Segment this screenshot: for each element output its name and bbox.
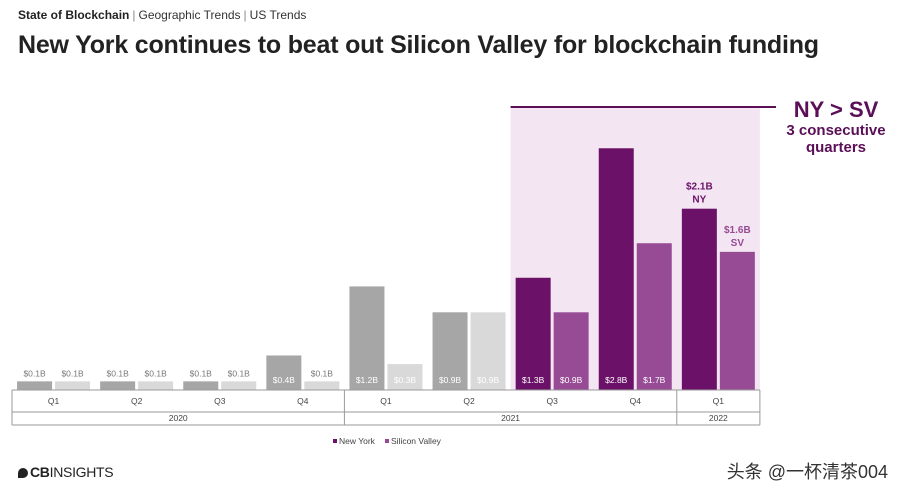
legend-label-new-york: New York [339, 436, 376, 446]
logo-icon [18, 468, 28, 478]
data-label-new-york: $2.8B [605, 375, 628, 385]
x-tick-label: Q1 [713, 396, 725, 406]
data-label-silicon-valley: $0.1B [145, 368, 168, 378]
highlight-band [510, 107, 760, 390]
data-label-new-york: $0.9B [439, 375, 462, 385]
data-label-new-york: $0.4B [273, 375, 296, 385]
bar-new-york [266, 355, 302, 390]
bar-silicon-valley [636, 243, 672, 390]
data-label-silicon-valley: $1.6B [724, 225, 751, 236]
data-label-new-york: $0.1B [190, 368, 213, 378]
bar-new-york [349, 286, 385, 390]
logo-text-insights: INSIGHTS [49, 464, 114, 480]
breadcrumb-item: US Trends [249, 8, 307, 22]
breadcrumb-separator: | [132, 8, 136, 22]
x-tick-label: Q3 [546, 396, 558, 406]
data-label-silicon-valley: $0.1B [228, 368, 251, 378]
cbinsights-logo: CBINSIGHTS [18, 464, 114, 480]
data-label-new-york: $1.3B [522, 375, 545, 385]
data-label-new-york: $1.2B [356, 375, 379, 385]
x-tick-label: Q1 [48, 396, 60, 406]
bar-new-york [598, 148, 634, 390]
data-label-silicon-valley: $1.7B [643, 375, 666, 385]
bar-silicon-valley [387, 364, 423, 390]
breadcrumb: State of Blockchain | Geographic Trends | US… [18, 8, 306, 22]
legend-swatch-silicon-valley [385, 439, 389, 443]
x-tick-label: Q1 [380, 396, 392, 406]
x-tick-label: Q2 [463, 396, 475, 406]
breadcrumb-item: Geographic Trends [138, 8, 241, 22]
year-label: 2021 [501, 413, 520, 423]
bar-new-york [681, 208, 717, 390]
data-label-new-york: $0.1B [107, 368, 130, 378]
data-label-new-york: $0.1B [23, 368, 46, 378]
page-title: New York continues to beat out Silicon V… [18, 31, 819, 59]
bar-new-york [432, 312, 468, 390]
legend-swatch-new-york [333, 439, 337, 443]
bar-silicon-valley [719, 251, 755, 390]
callout-line1: 3 consecutive [786, 122, 885, 139]
data-label-silicon-valley: $0.3B [394, 375, 417, 385]
data-label-silicon-valley: $0.1B [311, 368, 334, 378]
bar-silicon-valley [304, 381, 340, 390]
callout-headline: NY > SV [794, 97, 879, 122]
bar-new-york [183, 381, 219, 390]
data-label-silicon-valley: $0.9B [477, 375, 500, 385]
breadcrumb-section: State of Blockchain [18, 8, 130, 22]
year-label: 2020 [169, 413, 188, 423]
bar-silicon-valley [138, 381, 174, 390]
year-label: 2022 [709, 413, 728, 423]
data-label-new-york: $2.1B [686, 182, 713, 193]
data-label-silicon-valley: $0.9B [560, 375, 583, 385]
watermark: 头条 @一杯清茶004 [726, 462, 888, 482]
bar-new-york [100, 381, 136, 390]
bar-silicon-valley [55, 381, 91, 390]
bar-silicon-valley [470, 312, 506, 390]
x-tick-label: Q2 [131, 396, 143, 406]
data-label-new-york-tag: NY [692, 195, 706, 206]
bar-new-york [515, 277, 551, 390]
x-tick-label: Q4 [630, 396, 642, 406]
breadcrumb-separator: | [243, 8, 247, 22]
data-label-silicon-valley-tag: SV [731, 238, 745, 249]
x-tick-label: Q3 [214, 396, 226, 406]
logo-text-cb: CB [30, 464, 50, 480]
bar-new-york [17, 381, 53, 390]
data-label-silicon-valley: $0.1B [61, 368, 84, 378]
x-tick-label: Q4 [297, 396, 309, 406]
callout-line2: quarters [806, 139, 866, 156]
bar-silicon-valley [553, 312, 589, 390]
bar-silicon-valley [221, 381, 257, 390]
legend-label-silicon-valley: Silicon Valley [391, 436, 442, 446]
